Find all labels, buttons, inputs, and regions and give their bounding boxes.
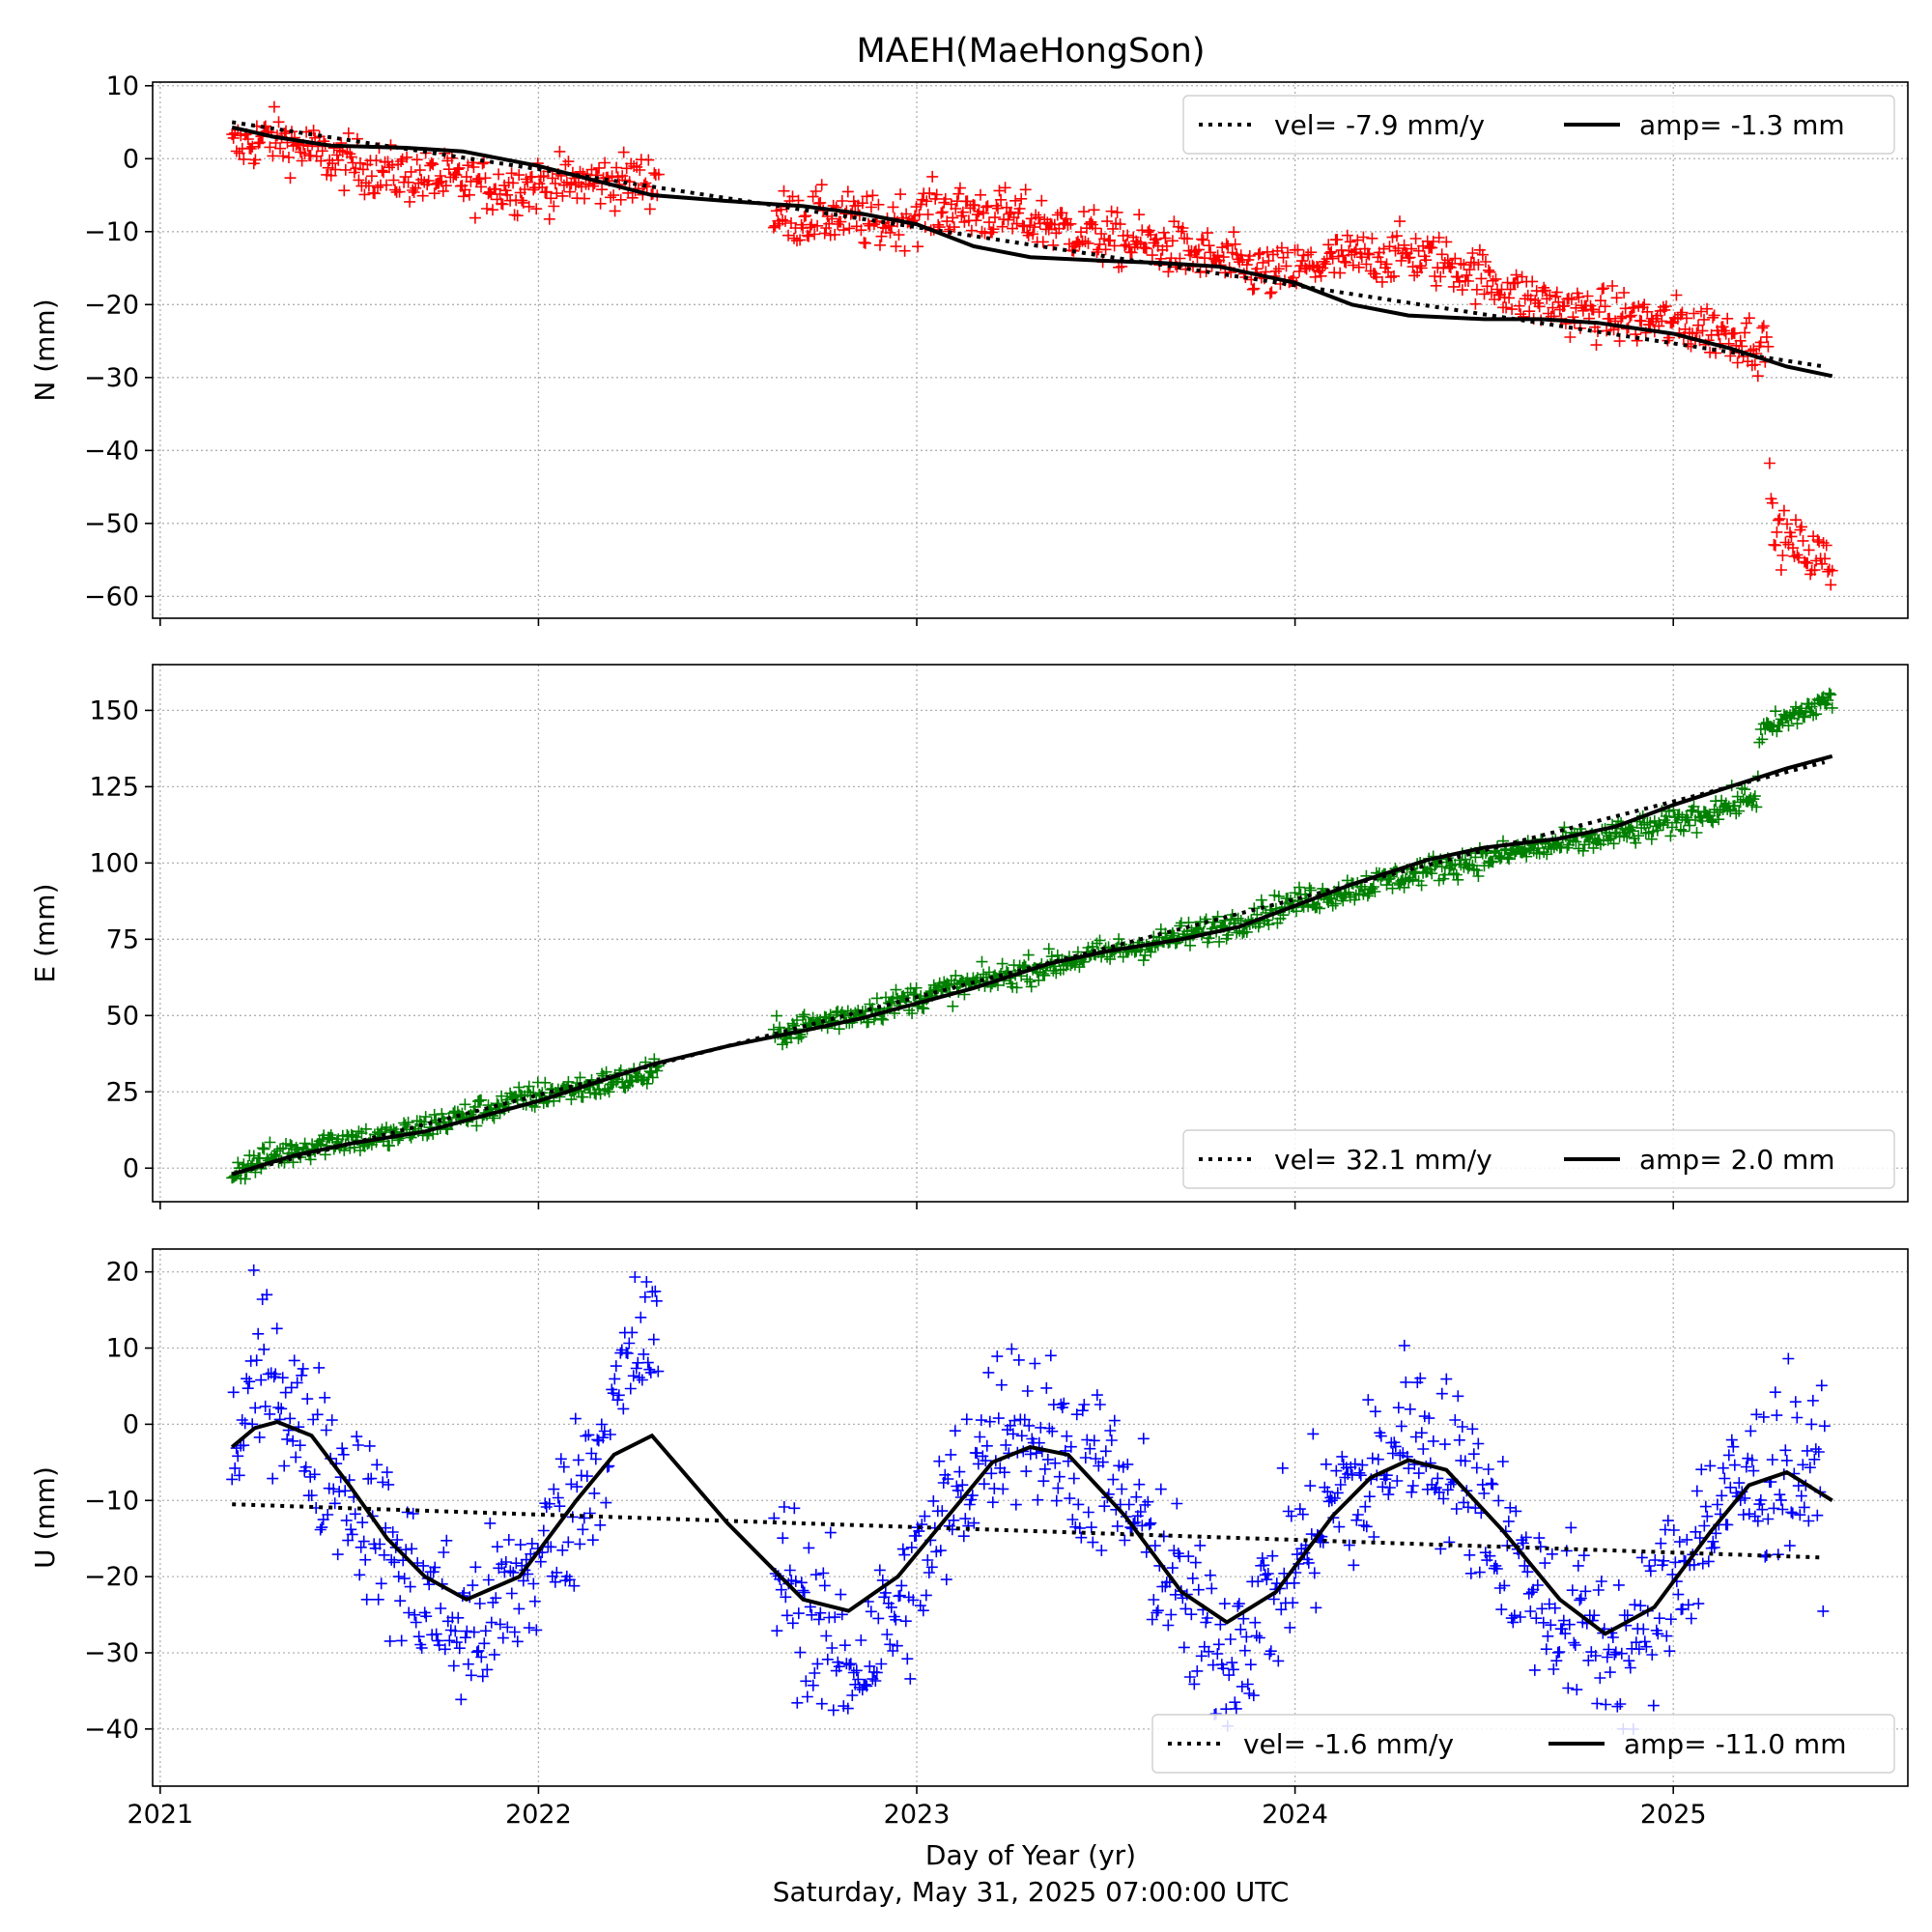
observation-markers <box>226 687 1838 1185</box>
observation-markers <box>226 1264 1831 1735</box>
velocity-trend-line <box>231 760 1826 1177</box>
observation-marker-set <box>226 1264 1831 1735</box>
y-axis-label: U (mm) <box>29 1466 61 1569</box>
figure-subtitle: Saturday, May 31, 2025 07:00:00 UTC <box>773 1876 1290 1908</box>
y-axis-label: E (mm) <box>29 884 61 983</box>
y-tick-label: 75 <box>106 924 139 954</box>
velocity-trend-line <box>231 120 1826 369</box>
y-tick-label: 0 <box>123 144 139 174</box>
x-tick-label: 2021 <box>127 1800 193 1830</box>
y-tick-label: −10 <box>84 217 139 247</box>
seasonal-fit-line <box>231 753 1833 1177</box>
y-tick-label: −20 <box>84 1562 139 1592</box>
y-tick-label: 25 <box>106 1077 139 1107</box>
figure-title: MAEH(MaeHongSon) <box>856 32 1205 71</box>
y-tick-label: 125 <box>89 772 139 802</box>
x-tick-label: 2022 <box>505 1800 572 1830</box>
x-tick-label: 2025 <box>1640 1800 1707 1830</box>
legend-entry-label: amp= 2.0 mm <box>1639 1144 1835 1176</box>
x-tick-label: 2024 <box>1262 1800 1328 1830</box>
panel-east: 150 125 100 75 50 25 0 E (mm) vel= 32.1 mm/y amp=… <box>29 664 1909 1209</box>
legend-box <box>1151 1714 1895 1774</box>
axes-frame <box>152 1248 1909 1787</box>
x-axis-label: Day of Year (yr) <box>925 1839 1136 1871</box>
legend-entry-label: vel= -1.6 mm/y <box>1243 1728 1454 1760</box>
y-tick-label: −20 <box>84 290 139 320</box>
legend-entry-label: vel= 32.1 mm/y <box>1274 1144 1492 1176</box>
legend: vel= 32.1 mm/y amp= 2.0 mm <box>1182 1129 1895 1189</box>
observation-marker-set <box>226 687 1838 1185</box>
panel-up: 2021 2022 2023 2024 2025 20 10 0 −10 −20 −30 −40 U (… <box>29 1248 1909 1830</box>
legend-entry-label: vel= -7.9 mm/y <box>1274 109 1485 141</box>
y-tick-label: 0 <box>123 1153 139 1183</box>
y-tick-label: 20 <box>106 1258 139 1288</box>
seasonal-fit-line <box>230 1419 1833 1636</box>
y-tick-label: −30 <box>84 363 139 393</box>
legend-entry-label: amp= -11.0 mm <box>1624 1728 1846 1760</box>
velocity-trend-line <box>232 1502 1825 1560</box>
y-tick-label: −40 <box>84 1715 139 1745</box>
axes-frame <box>152 81 1909 619</box>
y-tick-label: 150 <box>89 696 139 725</box>
observation-marker-set <box>226 100 1838 591</box>
y-tick-label: 10 <box>106 1334 139 1364</box>
y-tick-label: −50 <box>84 509 139 539</box>
seasonal-fit-line <box>231 125 1833 379</box>
legend: vel= -7.9 mm/y amp= -1.3 mm <box>1182 95 1895 155</box>
y-tick-label: 50 <box>106 1001 139 1031</box>
legend-box <box>1182 1129 1895 1189</box>
y-tick-label: −40 <box>84 436 139 466</box>
observation-markers <box>226 100 1838 591</box>
y-tick-label: −10 <box>84 1486 139 1516</box>
y-tick-label: 100 <box>89 848 139 878</box>
legend-box <box>1182 95 1895 155</box>
panel-north: 10 0 −10 −20 −30 −40 −50 −60 N (mm) vel= -7.9 mm/… <box>29 71 1909 626</box>
y-tick-label: 10 <box>106 71 139 101</box>
legend: vel= -1.6 mm/y amp= -11.0 mm <box>1151 1714 1895 1774</box>
y-tick-label: 0 <box>123 1409 139 1439</box>
legend-entry-label: amp= -1.3 mm <box>1639 109 1845 141</box>
y-tick-label: −60 <box>84 582 139 611</box>
x-tick-label: 2023 <box>884 1800 951 1830</box>
y-tick-label: −30 <box>84 1638 139 1668</box>
axes-frame <box>152 664 1909 1203</box>
y-axis-label: N (mm) <box>29 298 61 401</box>
